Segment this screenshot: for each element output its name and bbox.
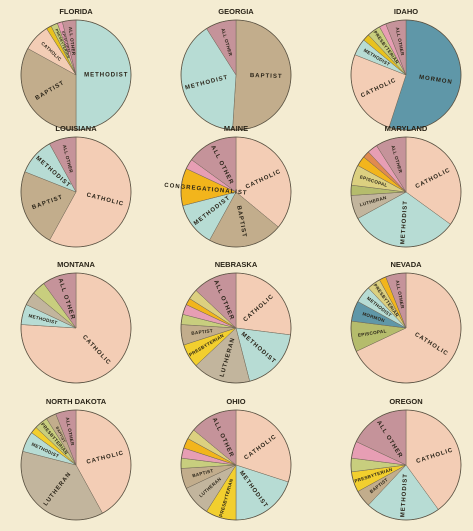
pie-outline	[20, 272, 132, 384]
pie-maryland: MARYLANDCATHOLICMETHODISTLUTHERANEPISCOP…	[350, 124, 462, 248]
pie-outline	[350, 19, 462, 131]
pie-nebraska: NEBRASKACATHOLICMETHODISTLUTHERANPRESBYT…	[180, 260, 292, 384]
pie-title: LOUISIANA	[55, 124, 97, 133]
slice-label: EPISCOPAL	[358, 328, 387, 337]
slice-label: BAPTIST	[191, 328, 213, 336]
slice-label: METHODIST	[84, 73, 128, 79]
pie-title: NEBRASKA	[215, 260, 258, 269]
pie-outline	[350, 409, 462, 521]
pie-outline	[180, 272, 292, 384]
slice-label: METHODIST	[400, 200, 409, 245]
pie-outline	[20, 409, 132, 521]
slice-label: ALL OTHER	[395, 27, 405, 57]
pie-title: NORTH DAKOTA	[46, 397, 107, 406]
pie-title: GEORGIA	[218, 7, 254, 16]
pie-title: OREGON	[389, 397, 422, 406]
pie-outline	[350, 136, 462, 248]
slice-label: ALL OTHER	[65, 417, 75, 447]
slice-label: BAPTIST	[250, 73, 283, 80]
pie-florida: FLORIDAMETHODISTBAPTISTCATHOLICPRESBYTER…	[20, 7, 132, 131]
pie-outline	[350, 272, 462, 384]
pie-maine: MAINECATHOLICBAPTISTMETHODISTCONGREGATIO…	[164, 124, 292, 248]
slice-label: BAPTIST	[192, 468, 214, 478]
slice-label: ALL OTHER	[395, 280, 405, 310]
pie-ohio: OHIOCATHOLICMETHODISTPRESBYTERIANLUTHERA…	[180, 397, 292, 521]
pie-outline	[180, 136, 292, 248]
pie-oregon: OREGONCATHOLICMETHODISTBAPTISTPRESBYTERI…	[350, 397, 462, 521]
slice-label: BAPTIST	[55, 426, 67, 444]
pie-title: OHIO	[226, 397, 245, 406]
slice-label: EPISCOPAL	[61, 31, 72, 55]
pie-idaho: IDAHOMORMONCATHOLICMETHODISTPRESBYTERIAN…	[350, 7, 462, 131]
pie-nevada: NEVADACATHOLICEPISCOPALMORMONMETHODISTPR…	[350, 260, 462, 384]
pie-north-dakota: NORTH DAKOTACATHOLICLUTHERANMETHODISTPRE…	[20, 397, 132, 521]
pie-title: FLORIDA	[59, 7, 93, 16]
slice-label: ALL OTHER	[68, 26, 77, 56]
pie-outline	[180, 19, 292, 131]
slice-label: METHODIST	[400, 473, 409, 518]
pie-outline	[180, 409, 292, 521]
pie-title: MARYLAND	[385, 124, 428, 133]
slice-label: MORMON	[419, 75, 454, 86]
pie-title: MONTANA	[57, 260, 95, 269]
pie-outline	[20, 19, 132, 131]
pie-title: MAINE	[224, 124, 248, 133]
pie-title: IDAHO	[394, 7, 418, 16]
pie-title: NEVADA	[390, 260, 422, 269]
pie-outline	[20, 136, 132, 248]
